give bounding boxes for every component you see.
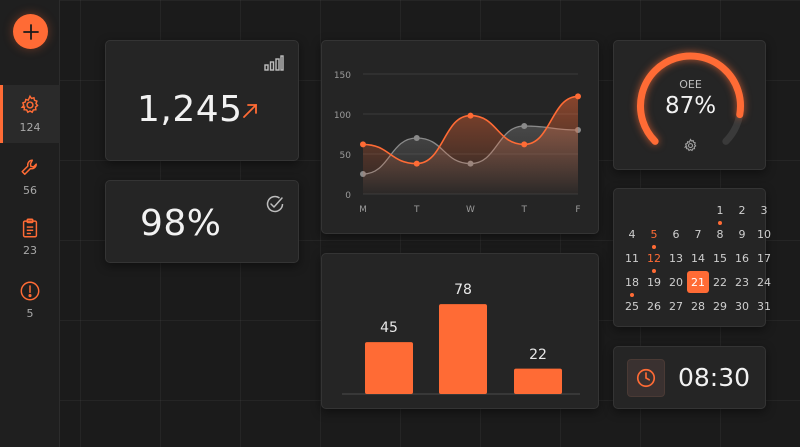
gear-icon[interactable] [683, 138, 698, 153]
kpi-rate-value: 98% [140, 203, 222, 244]
sidebar-item-alerts[interactable]: 5 [0, 271, 60, 329]
sidebar: 124 56 23 5 [0, 0, 60, 447]
gear-icon [20, 94, 39, 114]
bar-chart-card: 45 78 22 [321, 253, 599, 409]
alert-icon [20, 281, 40, 301]
series-point [575, 93, 581, 100]
calendar-day[interactable]: 17 [757, 251, 771, 265]
x-tick-label: T [413, 205, 420, 215]
clock-card: 08:30 [613, 346, 766, 409]
wrench-icon [21, 159, 37, 175]
kpi-total-value: 1,245 [137, 89, 243, 130]
sidebar-item-count: 23 [23, 244, 37, 257]
oee-label: OEE [679, 78, 702, 91]
clipboard-icon [22, 218, 38, 238]
y-tick-label: 0 [345, 191, 351, 201]
x-tick-label: F [575, 205, 580, 215]
add-button[interactable] [13, 14, 48, 49]
sidebar-item-maintenance[interactable]: 56 [0, 148, 60, 206]
bar-value-label: 45 [380, 320, 398, 337]
bar [514, 368, 562, 394]
y-tick-label: 150 [334, 71, 351, 81]
calendar-day[interactable]: 14 [691, 251, 705, 265]
clock-icon-box[interactable] [627, 359, 665, 397]
calendar-day[interactable]: 5 [643, 223, 665, 249]
bar [439, 304, 487, 394]
x-tick-label: M [359, 205, 367, 215]
event-dot [718, 221, 722, 225]
calendar-day[interactable]: 18 [621, 271, 643, 297]
calendar-day[interactable]: 8 [716, 227, 724, 241]
calendar-day[interactable]: 20 [669, 275, 683, 289]
calendar-day[interactable]: 11 [625, 251, 639, 265]
clock-time: 08:30 [678, 363, 751, 392]
series-point [360, 141, 366, 148]
arrow-up-right-icon [243, 104, 257, 118]
calendar-day[interactable]: 31 [757, 299, 771, 313]
calendar-day[interactable]: 16 [735, 251, 749, 265]
series-point [521, 141, 528, 148]
oee-gauge [637, 52, 744, 145]
calendar-day[interactable]: 9 [738, 227, 746, 241]
bar [365, 342, 413, 394]
sidebar-item-count: 124 [19, 121, 41, 134]
event-dot [652, 269, 656, 273]
series-point [521, 123, 528, 129]
calendar-day[interactable]: 27 [669, 299, 683, 313]
calendar-card: 1 2 3 4 5 6 7 8 9 10 11 12 13 14 15 16 17 18 19 20 21 22 23 24 2… [613, 188, 771, 327]
calendar-day[interactable]: 28 [691, 299, 705, 313]
calendar-day[interactable]: 3 [760, 203, 768, 217]
calendar-day[interactable]: 10 [757, 227, 771, 241]
y-tick-label: 100 [334, 111, 351, 121]
bar-value-label: 22 [529, 346, 547, 363]
calendar-day[interactable]: 6 [672, 227, 680, 241]
line-chart-card: 0 50 100 150 M T W T F [321, 40, 599, 234]
kpi-rate-card[interactable]: 98% [105, 180, 299, 263]
check-circle-icon [266, 195, 284, 213]
oee-card: OEE 87% [613, 40, 766, 170]
oee-gauge-fill [637, 52, 744, 145]
sidebar-item-count: 56 [23, 184, 37, 197]
bar-value-label: 78 [454, 282, 472, 299]
clock-icon [636, 368, 656, 388]
calendar-day[interactable]: 2 [738, 203, 746, 217]
calendar-day[interactable]: 22 [713, 275, 727, 289]
kpi-total-card[interactable]: 1,245 [105, 40, 299, 161]
calendar-day[interactable]: 15 [713, 251, 727, 265]
calendar-day[interactable]: 4 [628, 227, 636, 241]
calendar-day[interactable]: 23 [735, 275, 749, 289]
calendar-day[interactable]: 29 [713, 299, 727, 313]
series-area [363, 96, 578, 194]
event-dot [630, 293, 634, 297]
calendar-day[interactable]: 24 [757, 275, 771, 289]
line-chart: 0 50 100 150 M T W T F [334, 71, 581, 215]
x-tick-label: W [466, 205, 475, 215]
calendar-day[interactable]: 25 [625, 299, 639, 313]
calendar-day[interactable]: 19 [647, 275, 661, 289]
plus-icon [22, 23, 39, 40]
sidebar-item-settings[interactable]: 124 [0, 85, 60, 143]
bar-chart [342, 304, 580, 395]
oee-value: 87% [664, 93, 717, 119]
event-dot [652, 245, 656, 249]
calendar-day[interactable]: 21 [687, 271, 709, 293]
sidebar-item-count: 5 [26, 307, 34, 320]
signal-bars-icon [264, 55, 284, 71]
y-tick-label: 50 [340, 151, 352, 161]
series-point [413, 135, 420, 141]
calendar-day[interactable]: 26 [647, 299, 661, 313]
series-point [413, 160, 420, 167]
sidebar-item-tasks[interactable]: 23 [0, 208, 60, 266]
calendar-day[interactable]: 1 [709, 199, 731, 225]
calendar-day[interactable]: 13 [669, 251, 683, 265]
x-tick-label: T [521, 205, 528, 215]
calendar-day[interactable]: 7 [694, 227, 702, 241]
calendar-day[interactable]: 12 [643, 247, 665, 273]
calendar-day[interactable]: 30 [735, 299, 749, 313]
series-point [467, 112, 474, 119]
